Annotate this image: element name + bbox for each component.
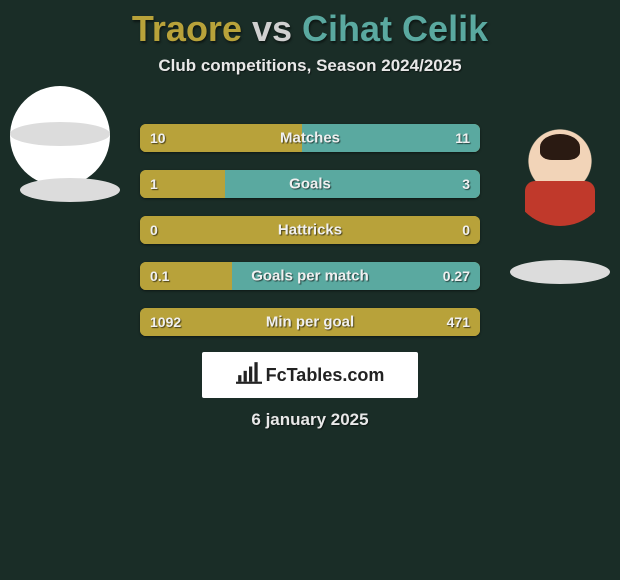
player2-face <box>510 126 610 226</box>
stat-value-left: 10 <box>150 130 166 146</box>
subtitle: Club competitions, Season 2024/2025 <box>0 56 620 76</box>
stat-value-right: 3 <box>462 176 470 192</box>
stat-value-right: 0 <box>462 222 470 238</box>
player2-shadow <box>510 260 610 284</box>
stat-row: 10 11 Matches <box>140 124 480 152</box>
player2-avatar <box>510 126 610 226</box>
player1-shadow-2 <box>20 178 120 202</box>
stat-value-right: 0.27 <box>443 268 470 284</box>
stats-bars: 10 11 Matches 1 3 Goals 0 0 Hattricks 0.1 0.27 Goal… <box>140 124 480 354</box>
player1-shadow <box>10 122 110 146</box>
stat-label: Min per goal <box>266 314 354 331</box>
stat-value-left: 0.1 <box>150 268 169 284</box>
title-player2: Cihat Celik <box>302 8 488 49</box>
stat-value-left: 1 <box>150 176 158 192</box>
stat-row: 1092 471 Min per goal <box>140 308 480 336</box>
stat-label: Goals <box>289 176 331 193</box>
stat-row: 0 0 Hattricks <box>140 216 480 244</box>
stat-value-left: 1092 <box>150 314 181 330</box>
stat-label: Goals per match <box>251 268 369 285</box>
title-player1: Traore <box>132 8 242 49</box>
stat-label: Hattricks <box>278 222 342 239</box>
page-title: Traore vs Cihat Celik <box>0 0 620 50</box>
brand-text: FcTables.com <box>266 365 385 386</box>
footer-date: 6 january 2025 <box>251 410 368 430</box>
stat-label: Matches <box>280 130 340 147</box>
stat-row: 0.1 0.27 Goals per match <box>140 262 480 290</box>
brand-chart-icon <box>236 362 262 389</box>
stat-value-left: 0 <box>150 222 158 238</box>
stat-value-right: 471 <box>447 314 470 330</box>
stat-bar-right <box>225 170 480 198</box>
title-vs: vs <box>252 8 292 49</box>
stat-value-right: 11 <box>455 130 470 146</box>
brand-badge: FcTables.com <box>202 352 418 398</box>
stat-row: 1 3 Goals <box>140 170 480 198</box>
